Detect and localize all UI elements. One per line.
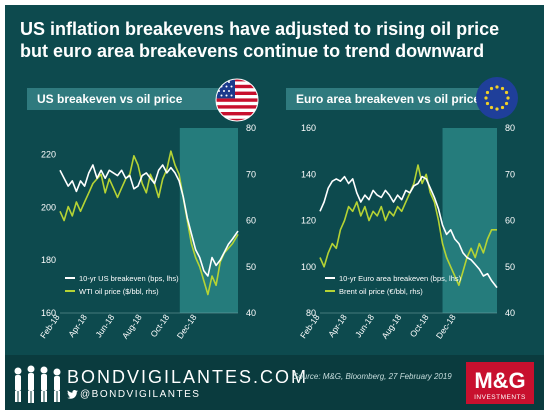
- eu-star-icon: [495, 85, 499, 89]
- eu-star-icon: [485, 101, 490, 106]
- eu-star-icon: [504, 90, 509, 95]
- shaded-region: [442, 128, 497, 313]
- eu-star-icon: [489, 86, 494, 91]
- logo-subtext: INVESTMENTS: [474, 394, 526, 401]
- x-tick-label: Jun-18: [353, 312, 376, 339]
- chart-title-line-1: US inflation breakevens have adjusted to…: [20, 19, 500, 39]
- mg-logo: M&G INVESTMENTS: [466, 362, 534, 404]
- us-flag-icon: [215, 78, 259, 122]
- right-panel-title: Euro area breakeven vs oil price: [286, 88, 514, 110]
- legend-label: 10-yr Euro area breakeven (bps, lhs): [339, 274, 462, 283]
- y-right-tick-label: 50: [246, 262, 256, 272]
- eu-star-icon: [489, 105, 494, 110]
- eu-star-icon: [500, 105, 505, 110]
- x-tick-label: Dec-18: [434, 312, 458, 340]
- x-tick-label: Aug-18: [379, 312, 403, 340]
- series-line: [59, 150, 239, 296]
- eu-star-icon: [495, 107, 499, 111]
- y-left-tick-label: 180: [41, 255, 56, 265]
- eu-star-icon: [485, 90, 490, 95]
- twitter-icon: [67, 390, 78, 399]
- x-tick-label: Dec-18: [175, 312, 199, 340]
- left-panel-title: US breakeven vs oil price: [27, 88, 252, 110]
- x-tick-label: Oct-18: [408, 312, 431, 339]
- y-left-tick-label: 120: [301, 216, 316, 226]
- source-note: Source: M&G, Bloomberg, 27 February 2019: [293, 372, 452, 381]
- eu-star-icon: [500, 86, 505, 91]
- eu-flag-icon: [476, 77, 518, 119]
- logo-text: M&G: [474, 368, 525, 393]
- y-right-tick-label: 70: [505, 169, 515, 179]
- y-right-tick-label: 70: [246, 169, 256, 179]
- y-right-tick-label: 80: [505, 123, 515, 133]
- series-line: [319, 164, 497, 287]
- y-right-tick-label: 60: [505, 216, 515, 226]
- y-left-tick-label: 220: [41, 149, 56, 159]
- series-line: [319, 175, 498, 289]
- y-left-tick-label: 140: [301, 169, 316, 179]
- footer-bar: [5, 355, 544, 410]
- x-tick-label: Feb-18: [298, 312, 322, 340]
- y-left-tick-label: 80: [306, 308, 316, 318]
- eu-star-icon: [504, 101, 509, 106]
- chart-title-line-2: but euro area breakevens continue to tre…: [20, 41, 485, 61]
- y-right-tick-label: 60: [246, 216, 256, 226]
- y-left-tick-label: 160: [301, 123, 316, 133]
- eu-star-icon: [484, 96, 488, 100]
- y-right-tick-label: 40: [246, 308, 256, 318]
- x-tick-label: Aug-18: [120, 312, 144, 340]
- y-right-tick-label: 50: [505, 262, 515, 272]
- people-silhouettes-icon: [14, 365, 61, 403]
- y-right-tick-label: 40: [505, 308, 515, 318]
- y-right-tick-label: 80: [246, 123, 256, 133]
- x-tick-label: Jun-18: [93, 312, 116, 339]
- twitter-handle: @BONDVIGILANTES: [80, 389, 201, 400]
- x-tick-label: Apr-18: [326, 312, 349, 339]
- x-tick-label: Apr-18: [66, 312, 89, 339]
- y-left-tick-label: 100: [301, 262, 316, 272]
- eu-star-icon: [506, 96, 510, 100]
- legend-label: Brent oil price (€/bbl, rhs): [339, 287, 423, 296]
- y-left-tick-label: 200: [41, 202, 56, 212]
- brand-name: BONDVIGILANTES.COM: [67, 367, 309, 387]
- legend-label: 10-yr US breakeven (bps, lhs): [79, 274, 179, 283]
- shaded-region: [179, 128, 238, 313]
- x-tick-label: Oct-18: [148, 312, 171, 339]
- legend-label: WTI oil price ($/bbl, rhs): [79, 287, 159, 296]
- series-line: [59, 164, 239, 277]
- y-left-tick-label: 160: [41, 308, 56, 318]
